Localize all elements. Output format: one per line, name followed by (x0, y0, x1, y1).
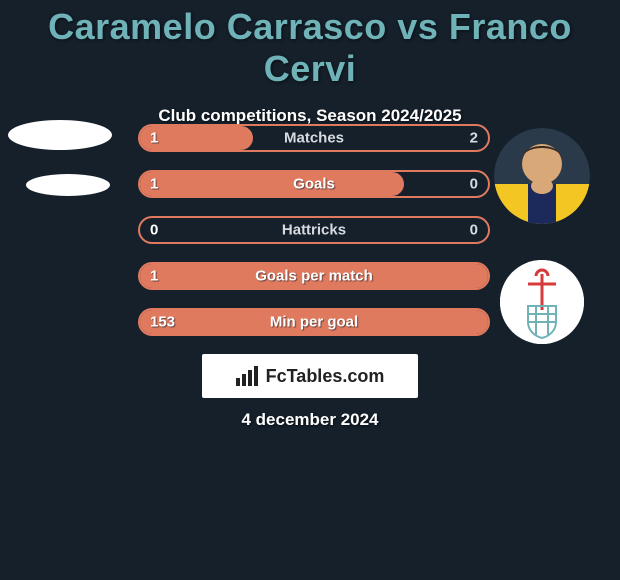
brand-box: FcTables.com (202, 354, 418, 398)
brand-text: FcTables.com (266, 366, 385, 387)
comparison-bars: 12Matches 10Goals 00Hattricks 1Goals per ma… (138, 124, 490, 354)
stat-label: Matches (138, 130, 490, 147)
left-player-avatars (8, 120, 112, 196)
right-player-avatars (494, 128, 590, 344)
stat-row: 1Goals per match (138, 262, 490, 290)
stat-label: Goals (138, 176, 490, 193)
left-player-photo-placeholder (8, 120, 112, 150)
club-badge-icon (500, 260, 584, 344)
stat-label: Goals per match (138, 268, 490, 285)
stat-row: 153Min per goal (138, 308, 490, 336)
stat-row: 10Goals (138, 170, 490, 198)
stat-row: 12Matches (138, 124, 490, 152)
right-player-club-badge (500, 260, 584, 344)
stat-label: Min per goal (138, 314, 490, 331)
stat-row: 00Hattricks (138, 216, 490, 244)
bar-chart-icon (236, 366, 260, 386)
page-title: Caramelo Carrasco vs Franco Cervi (0, 0, 620, 90)
footer-date: 4 december 2024 (0, 410, 620, 430)
player-photo-icon (494, 128, 590, 224)
right-player-photo (494, 128, 590, 224)
left-player-club-placeholder (26, 174, 110, 196)
stat-label: Hattricks (138, 222, 490, 239)
